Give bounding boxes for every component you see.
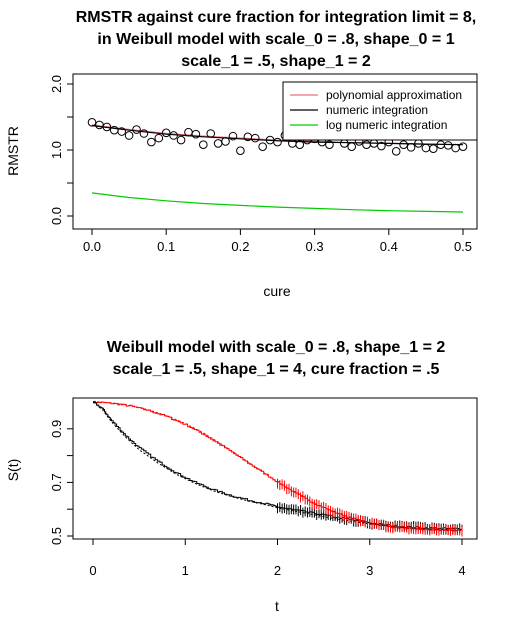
- chart1-x-tick-label: 0.3: [306, 239, 324, 254]
- chart2-y-tick-label: 0.7: [49, 473, 64, 491]
- chart1-series-lines: [91, 124, 464, 213]
- chart1-data-point: [206, 129, 216, 138]
- chart1-data-point: [176, 135, 186, 145]
- chart2-censor-marks: [277, 478, 463, 537]
- chart2-y-tick-label: 0.5: [49, 527, 64, 545]
- chart2-x-tick-label: 3: [366, 563, 373, 578]
- legend-label-log-numeric: log numeric integration: [326, 118, 447, 132]
- chart1-data-point: [250, 133, 260, 143]
- chart1-legend-box: [282, 81, 478, 141]
- chart1-data-point: [139, 129, 149, 138]
- chart2-dotted-curve: [92, 401, 463, 532]
- chart-weibull-survival: Weibull model with scale_0 = .8, shape_1…: [5, 339, 478, 614]
- legend-label-numeric: numeric integration: [326, 103, 428, 117]
- chart1-data-point: [221, 137, 230, 146]
- chart1-data-point: [295, 140, 305, 150]
- chart1-data-point: [199, 140, 208, 150]
- chart1-legend: polynomial approximation numeric integra…: [282, 81, 478, 141]
- chart1-data-point: [362, 140, 371, 150]
- chart1-title-line-1: RMSTR against cure fraction for integrat…: [76, 9, 477, 26]
- chart1-y-axis-label: RMSTR: [5, 126, 21, 176]
- chart2-y-axis-label: S(t): [5, 459, 21, 482]
- chart1-data-point: [87, 117, 97, 127]
- chart1-data-point: [213, 139, 223, 148]
- chart1-data-point: [147, 137, 156, 147]
- chart2-x-tick-label: 0: [89, 563, 96, 578]
- chart2-x-axis-label: t: [275, 598, 279, 614]
- chart1-title-line-2: in Weibull model with scale_0 = .8, shap…: [97, 31, 454, 48]
- chart1-y-tick-label: 0.0: [49, 207, 64, 225]
- chart1-y-tick-label: 1.0: [49, 141, 64, 159]
- chart-rmstr-vs-cure: RMSTR against cure fraction for integrat…: [5, 9, 478, 299]
- chart1-data-point: [102, 122, 112, 132]
- chart1-data-point: [236, 146, 245, 155]
- chart1-data-point: [169, 131, 178, 140]
- chart1-line-log-numeric-integration: [91, 192, 464, 213]
- chart2-axes: 0 1 2 3 4 0.5 0.7 0.9: [49, 420, 466, 578]
- chart1-data-point: [258, 142, 267, 151]
- legend-label-polynomial: polynomial approximation: [326, 88, 462, 102]
- chart1-x-tick-label: 0.5: [454, 239, 472, 254]
- chart2-x-tick-label: 4: [458, 563, 465, 578]
- chart1-data-point: [124, 131, 134, 140]
- chart1-data-point: [161, 128, 171, 138]
- chart1-data-point: [339, 139, 349, 148]
- chart1-x-tick-label: 0.4: [380, 239, 398, 254]
- chart1-data-point: [154, 133, 164, 143]
- chart1-title-line-3: scale_1 = .5, shape_1 = 2: [181, 53, 371, 70]
- chart1-x-axis-label: cure: [263, 283, 290, 299]
- chart1-data-point: [191, 129, 201, 139]
- chart2-title-line-1: Weibull model with scale_0 = .8, shape_1…: [107, 339, 446, 356]
- chart1-axes: 0.0 0.1 0.2 0.3 0.4 0.5 0.0 1.0 2.0: [49, 75, 472, 254]
- chart2-y-tick-label: 0.9: [49, 420, 64, 438]
- chart1-x-tick-label: 0.0: [83, 239, 101, 254]
- chart1-data-point: [325, 140, 334, 150]
- chart1-data-point: [228, 131, 238, 141]
- chart2-plot-frame: [72, 397, 478, 540]
- chart1-line-numeric-integration: [91, 125, 464, 146]
- chart1-data-point: [273, 137, 282, 147]
- chart1-y-tick-label: 2.0: [49, 75, 64, 93]
- chart2-dotted-curve: [92, 401, 463, 531]
- chart2-x-tick-label: 2: [274, 563, 281, 578]
- chart1-data-point: [458, 142, 468, 151]
- chart1-data-point: [391, 147, 401, 156]
- chart1-data-point: [347, 142, 357, 151]
- chart1-data-point: [377, 141, 386, 151]
- chart1-data-point: [421, 143, 431, 153]
- chart1-data-point: [443, 141, 453, 150]
- chart1-data-point: [399, 140, 408, 150]
- chart1-data-point: [117, 127, 126, 136]
- chart1-data-point: [406, 143, 416, 152]
- chart1-x-tick-label: 0.2: [231, 239, 249, 254]
- chart2-x-tick-label: 1: [182, 563, 189, 578]
- chart2-title-line-2: scale_1 = .5, shape_1 = 4, cure fraction…: [113, 361, 440, 378]
- chart1-x-tick-label: 0.1: [157, 239, 175, 254]
- chart1-data-point: [132, 125, 141, 134]
- chart1-data-point: [451, 143, 460, 153]
- chart1-data-point: [429, 144, 438, 153]
